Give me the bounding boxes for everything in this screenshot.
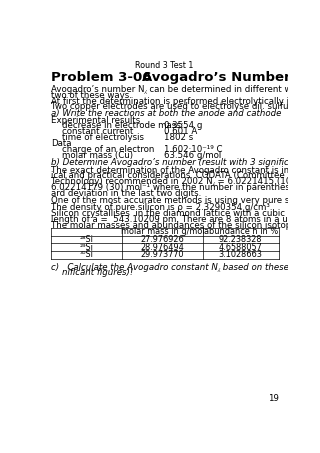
Text: 19: 19 — [268, 394, 279, 403]
Text: At first the determination is performed electrolytically in a school experiment.: At first the determination is performed … — [51, 96, 320, 106]
Text: Round 3 Test 1: Round 3 Test 1 — [135, 61, 193, 69]
Text: length of a =  543.10209 pm. There are 8 atoms in a unit cell.: length of a = 543.10209 pm. There are 8 … — [51, 215, 319, 224]
Text: molar mass in g/mol: molar mass in g/mol — [121, 227, 204, 236]
Text: Problem 3-06: Problem 3-06 — [51, 71, 151, 84]
Text: Avogadro’s number N⁁ can be determined in different ways. Let’s have a look on: Avogadro’s number N⁁ can be determined i… — [51, 85, 320, 94]
Text: a) Write the reactions at both the anode and cathode: a) Write the reactions at both the anode… — [51, 109, 281, 118]
Text: two of these ways.: two of these ways. — [51, 91, 132, 100]
Text: 0.601 A: 0.601 A — [164, 127, 197, 136]
Text: ical and practical considerations. CODATA (Committee on Data for Science and: ical and practical considerations. CODAT… — [51, 171, 320, 180]
Text: The molar masses and abundances of the silicon isotopes are:: The molar masses and abundances of the s… — [51, 222, 320, 231]
Text: decrease in electrode mass:: decrease in electrode mass: — [62, 121, 183, 130]
Text: ²⁸Si: ²⁸Si — [80, 235, 93, 244]
Text: Two copper electrodes are used to electrolyse dil. sulfuric acid (c = 0.50 mol/L: Two copper electrodes are used to electr… — [51, 102, 320, 111]
Text: ard deviation in the last two digits.: ard deviation in the last two digits. — [51, 189, 201, 198]
Text: 1802 s: 1802 s — [164, 133, 193, 142]
Text: time of electrolysis: time of electrolysis — [62, 133, 144, 142]
Text: abundance h in %: abundance h in % — [204, 227, 278, 236]
Text: Data: Data — [51, 140, 71, 149]
Text: 28.976494: 28.976494 — [140, 243, 184, 252]
Text: 92.238328: 92.238328 — [219, 235, 262, 244]
Text: The exact determination of the Avogadro constant is important for both, theoret-: The exact determination of the Avogadro … — [51, 166, 320, 174]
Text: 63.546 g/mol: 63.546 g/mol — [164, 151, 221, 160]
Text: nificant figures)!: nificant figures)! — [62, 269, 133, 277]
Text: b) Determine Avogadro’s number (result with 3 significant figures)!: b) Determine Avogadro’s number (result w… — [51, 158, 320, 167]
Text: 29.973770: 29.973770 — [141, 251, 184, 260]
Text: Technology) recommended in 2002 N⁁ = 6.0221415 (10) mol⁻¹ and in 2006 N⁁ =: Technology) recommended in 2002 N⁁ = 6.0… — [51, 177, 320, 186]
Text: 4.6588057: 4.6588057 — [219, 243, 263, 252]
Text: 3.1028663: 3.1028663 — [219, 251, 263, 260]
Text: Avogadro’s Number: Avogadro’s Number — [142, 71, 291, 84]
Text: ²⁹Si: ²⁹Si — [80, 243, 93, 252]
Text: charge of an electron: charge of an electron — [62, 145, 154, 154]
Text: molar mass (Cu): molar mass (Cu) — [62, 151, 133, 160]
Text: constant current: constant current — [62, 127, 133, 136]
Text: One of the most accurate methods is using very pure silicon single crystals.: One of the most accurate methods is usin… — [51, 196, 320, 205]
Text: 27.976926: 27.976926 — [140, 235, 184, 244]
Text: 1.602·10⁻¹⁹ C: 1.602·10⁻¹⁹ C — [164, 145, 222, 154]
Text: 6.02214179 (30) mol⁻¹ where the number in parenthesis represents one stand-: 6.02214179 (30) mol⁻¹ where the number i… — [51, 183, 320, 192]
Text: The density of pure silicon is ρ = 2.3290354 g/cm³.: The density of pure silicon is ρ = 2.329… — [51, 202, 272, 212]
Text: ³⁰Si: ³⁰Si — [80, 251, 93, 260]
Text: 0.3554 g: 0.3554 g — [164, 121, 202, 130]
Text: c)   Calculate the Avogadro constant N⁁ based on these data. (result with 9 sig-: c) Calculate the Avogadro constant N⁁ ba… — [51, 263, 320, 272]
Text: Silicon crystallises  in the diamond lattice with a cubic unit cell having an ed: Silicon crystallises in the diamond latt… — [51, 209, 320, 218]
Text: Experimental results: Experimental results — [51, 116, 140, 125]
